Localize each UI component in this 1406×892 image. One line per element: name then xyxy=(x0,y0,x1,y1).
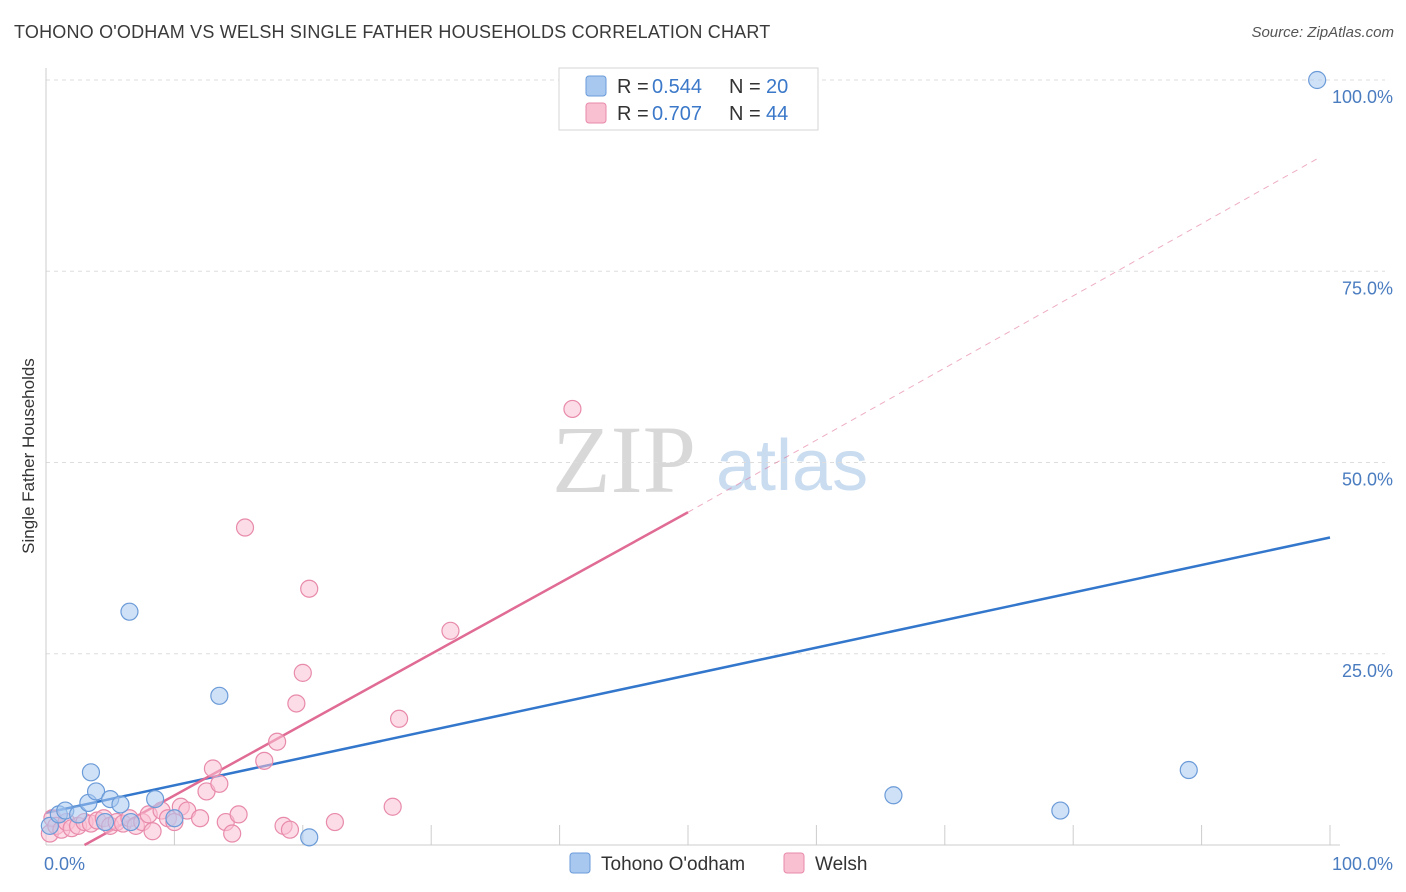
y-axis-title: Single Father Households xyxy=(19,358,38,554)
data-point-welsh xyxy=(287,694,306,713)
series-legend-swatch-welsh xyxy=(783,852,805,874)
data-point-welsh xyxy=(255,751,274,770)
data-point-welsh xyxy=(143,822,162,841)
data-point-welsh xyxy=(229,805,248,824)
data-point-tohono xyxy=(120,602,139,621)
data-point-tohono xyxy=(1179,760,1198,780)
data-point-tohono xyxy=(165,809,184,828)
legend-r-value: 0.544 xyxy=(652,76,702,98)
watermark-zip: ZIP xyxy=(552,406,696,513)
legend-r-label: R = xyxy=(617,103,649,125)
legend-n-label: N = xyxy=(729,103,761,125)
y-tick-label-25: 25.0% xyxy=(1342,661,1393,681)
trend-line-tohono xyxy=(45,536,1331,815)
data-point-welsh xyxy=(441,621,460,640)
data-point-welsh xyxy=(203,759,223,778)
data-point-welsh xyxy=(190,809,210,828)
data-point-tohono xyxy=(95,812,115,832)
data-point-tohono xyxy=(210,686,229,705)
data-point-welsh xyxy=(563,399,582,419)
legend-entry-welsh: R = 0.707 N = 44 xyxy=(585,102,788,125)
series-legend: Tohono O'odham Welsh xyxy=(569,852,867,875)
legend-swatch-welsh xyxy=(585,102,607,124)
series-legend-swatch-tohono xyxy=(569,852,591,874)
x-tick-label-min: 0.0% xyxy=(44,854,85,874)
x-tick-label-max: 100.0% xyxy=(1332,854,1393,874)
data-point-welsh xyxy=(210,774,229,793)
data-point-tohono xyxy=(884,786,903,805)
data-point-tohono xyxy=(111,795,130,814)
chart-source: Source: ZipAtlas.com xyxy=(1251,24,1394,41)
legend-n-value: 20 xyxy=(766,76,788,98)
data-point-tohono xyxy=(146,789,165,809)
data-point-welsh xyxy=(390,709,409,728)
legend-n-label: N = xyxy=(729,76,761,98)
data-point-welsh xyxy=(325,812,344,832)
chart-title: TOHONO O'ODHAM VS WELSH SINGLE FATHER HO… xyxy=(14,22,771,42)
data-point-welsh xyxy=(383,797,402,816)
series-legend-label-tohono: Tohono O'odham xyxy=(601,854,745,875)
series-legend-label-welsh: Welsh xyxy=(815,854,867,875)
data-point-welsh xyxy=(300,579,319,598)
trend-line-extension-welsh xyxy=(687,158,1318,513)
data-point-tohono xyxy=(121,812,140,832)
legend-r-label: R = xyxy=(617,76,649,98)
legend-swatch-tohono xyxy=(585,75,607,97)
y-tick-label-100: 100.0% xyxy=(1332,87,1393,107)
legend-entry-tohono: R = 0.544 N = 20 xyxy=(585,75,788,98)
trend-line-welsh xyxy=(83,511,689,847)
data-point-welsh xyxy=(293,663,312,682)
legend-n-value: 44 xyxy=(766,103,788,125)
y-tick-label-50: 50.0% xyxy=(1342,470,1393,490)
data-point-welsh xyxy=(235,518,255,537)
axes xyxy=(45,68,1340,846)
data-point-tohono xyxy=(68,805,88,824)
data-point-tohono xyxy=(1051,801,1070,820)
watermark-atlas: atlas xyxy=(716,426,868,506)
data-point-tohono xyxy=(1308,70,1327,90)
data-point-welsh xyxy=(280,820,300,839)
data-point-welsh xyxy=(223,824,242,843)
y-tick-labels: 100.0% 75.0% 50.0% 25.0% xyxy=(1332,87,1393,681)
grid-lines xyxy=(46,79,1385,655)
legend-r-value: 0.707 xyxy=(652,103,702,125)
y-tick-label-75: 75.0% xyxy=(1342,278,1393,298)
data-point-tohono xyxy=(86,782,106,801)
data-points xyxy=(40,70,1327,847)
correlation-legend: R = 0.544 N = 20 R = 0.707 N = 44 xyxy=(558,67,819,131)
data-point-tohono xyxy=(300,828,319,847)
data-point-tohono xyxy=(81,763,101,782)
data-point-welsh xyxy=(268,732,287,751)
